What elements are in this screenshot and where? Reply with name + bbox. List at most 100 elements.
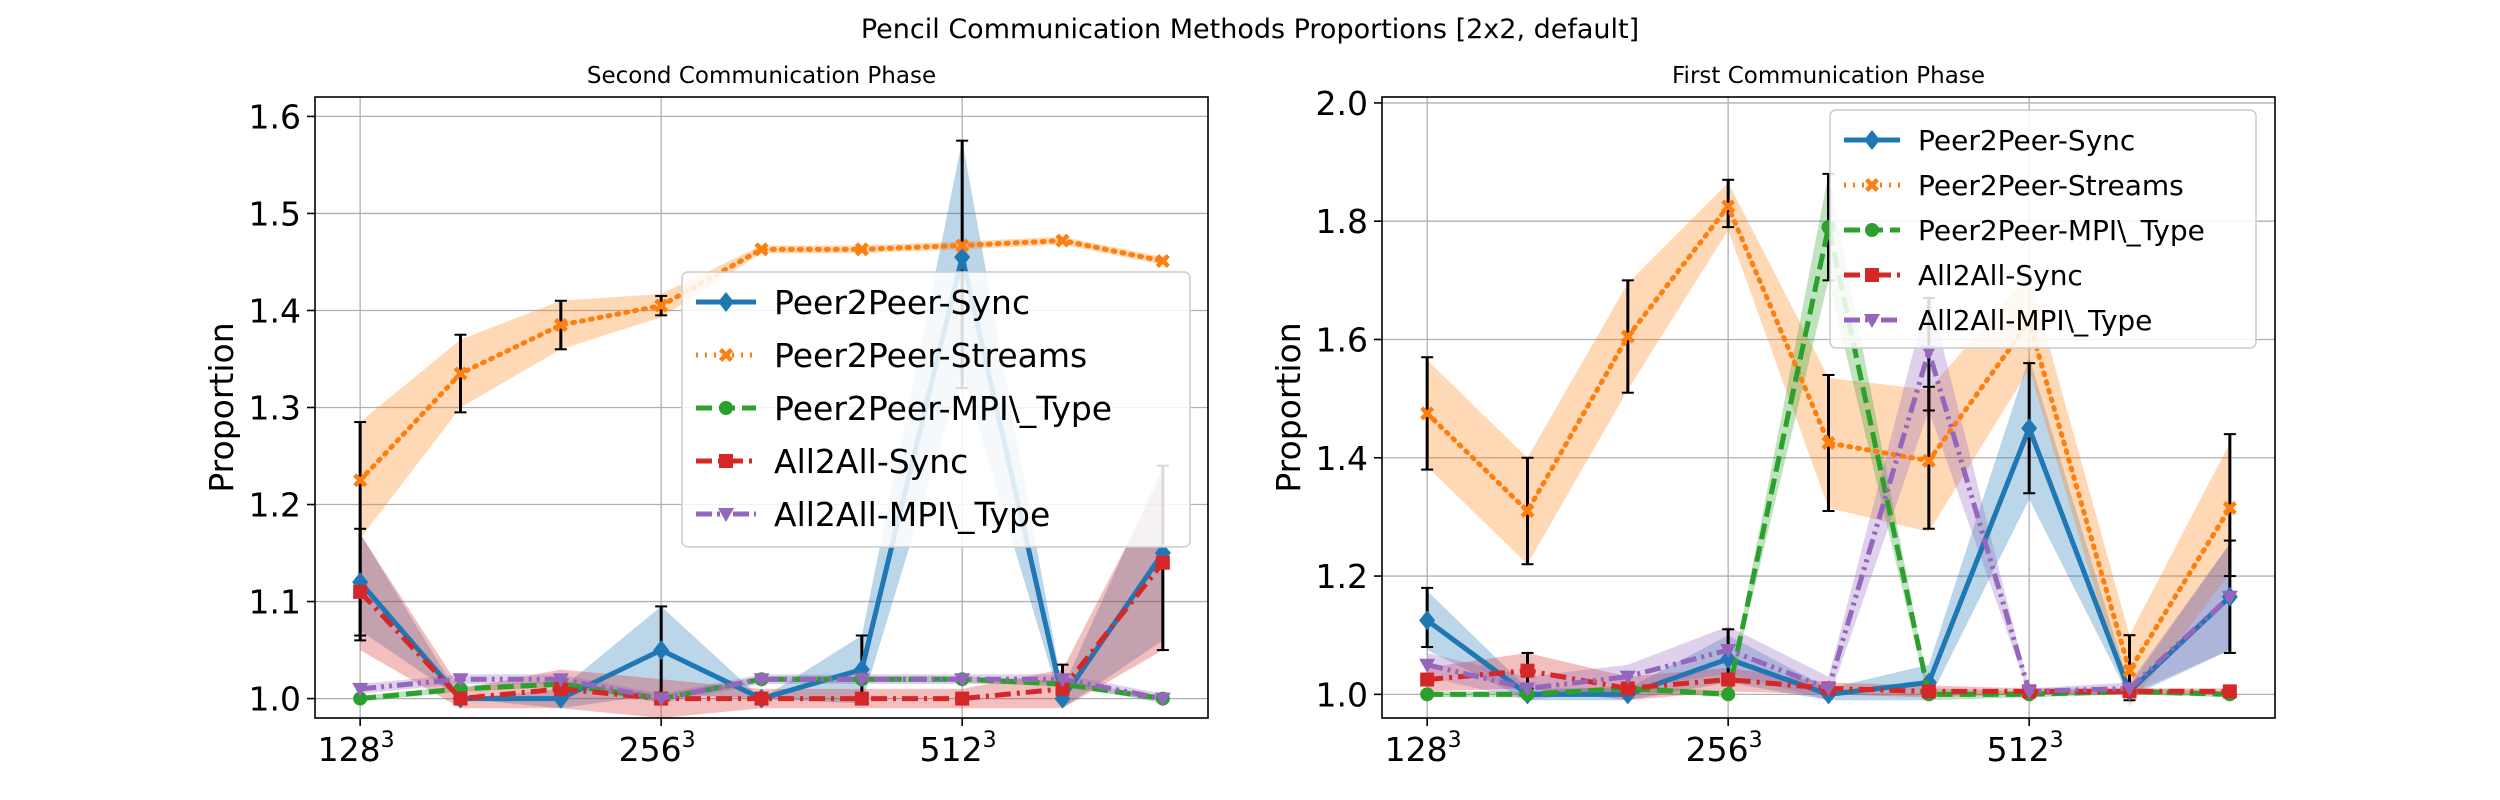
y-tick-label: 1.1 [249,583,301,622]
data-point [1620,329,1635,344]
plot-frame [1381,96,2276,719]
legend-label: All2All-Sync [1918,259,2083,292]
data-point [1055,681,1070,696]
legend-marker [1864,130,1880,150]
data-point [1820,682,1837,697]
data-point [453,366,468,381]
legend-marker [719,348,733,362]
series-all2all-mpi-type [1419,345,2238,700]
data-point [353,691,368,706]
data-point [753,673,770,688]
y-tick-label: 2.0 [1316,84,1368,123]
data-point [2121,682,2138,697]
data-point [353,473,368,488]
legend-marker [718,508,734,522]
legend-label: All2All-MPI\_Type [774,495,1050,534]
data-point [1520,663,1535,678]
legend-label: Peer2Peer-Streams [1918,169,2184,202]
legend-marker [1865,223,1879,237]
chart-title: Second Communication Phase [587,63,936,89]
data-point [2221,590,2238,605]
y-tick-label: 1.2 [1316,557,1368,596]
data-point [1419,658,1436,673]
data-point [1721,687,1736,702]
data-point [754,242,769,257]
legend-label: Peer2Peer-Streams [774,336,1087,375]
series-line [359,676,1164,702]
data-point [853,673,870,688]
figure-title: Pencil Communication Methods Proportions… [861,14,1639,45]
data-point [553,318,568,333]
series-all2all-mpi-type [352,673,1171,707]
y-tick-label: 1.5 [249,194,301,233]
legend-label: All2All-Sync [774,442,968,481]
legend-marker [719,454,733,468]
legend-marker [719,401,733,415]
data-point [1154,692,1171,707]
data-point [353,584,368,599]
data-point [1920,345,1937,360]
legend-item: Peer2Peer-Streams [696,336,1087,375]
data-point [2021,685,2038,700]
legend-label: Peer2Peer-Sync [774,283,1030,322]
data-point [2122,663,2137,678]
legend-box [681,271,1191,548]
data-point [955,238,970,253]
data-point [1721,672,1736,687]
chart-second-phase: Second Communication Phase Proportion 1.0 1… [202,63,1209,769]
data-point [754,691,769,706]
data-point [552,673,569,688]
data-point [653,640,670,661]
y-tick-label: 1.4 [249,291,301,330]
x-tick-label: 1283 [318,728,395,769]
chart-first-phase: First Communication Phase Proportion 1.0 1.… [1269,63,2276,769]
series-all2all-sync [353,555,1170,706]
legend-label: Peer2Peer-MPI\_Type [774,389,1112,428]
x-tick-label: 5123 [920,728,997,769]
legend-item: All2All-Sync [1844,259,2083,292]
data-point [1420,406,1435,421]
legend-marker [1865,178,1879,192]
legend-item: Peer2Peer-MPI\_Type [1844,214,2205,247]
y-tick-label: 1.0 [249,680,301,719]
series-peer2peer-streams [353,233,1170,488]
data-point [1155,253,1170,268]
data-point [2021,418,2038,439]
data-point [1419,610,1436,631]
data-point [352,682,369,697]
y-axis-label: Proportion [202,322,241,492]
legend-label: Peer2Peer-Sync [1918,124,2135,157]
data-point [1720,643,1737,658]
data-point [1420,687,1435,702]
legend: Peer2Peer-Sync Peer2Peer-Streams Peer2Peer… [1829,109,2257,349]
legend-item: All2All-Sync [696,442,968,481]
x-tick-label: 1283 [1385,728,1462,769]
x-tick-label: 2563 [619,728,696,769]
data-point [1921,453,1936,468]
legend-item: Peer2Peer-Sync [696,283,1030,322]
legend-marker [1864,314,1880,328]
data-point [1721,199,1736,214]
legend-item: Peer2Peer-MPI\_Type [696,389,1112,428]
legend-item: All2All-MPI\_Type [1844,304,2152,337]
x-tick-label: 5123 [1987,728,2064,769]
y-tick-label: 1.8 [1316,202,1368,241]
y-tick-label: 1.2 [249,486,301,525]
legend-item: Peer2Peer-Sync [1844,124,2135,157]
data-point [954,673,971,688]
data-point [854,691,869,706]
data-point [1620,681,1635,696]
data-point [1155,555,1170,570]
legend-label: Peer2Peer-MPI\_Type [1918,214,2205,247]
y-tick-label: 1.6 [249,97,301,136]
data-point [1055,233,1070,248]
legend-label: All2All-MPI\_Type [1918,304,2152,337]
band-all2all-mpi-type [1427,292,2230,701]
legend-item: Peer2Peer-Streams [1844,169,2184,202]
data-point [1519,682,1536,697]
data-point [653,692,670,707]
data-point [1520,504,1535,518]
data-point [1619,670,1636,685]
legend-box [1829,109,2257,349]
